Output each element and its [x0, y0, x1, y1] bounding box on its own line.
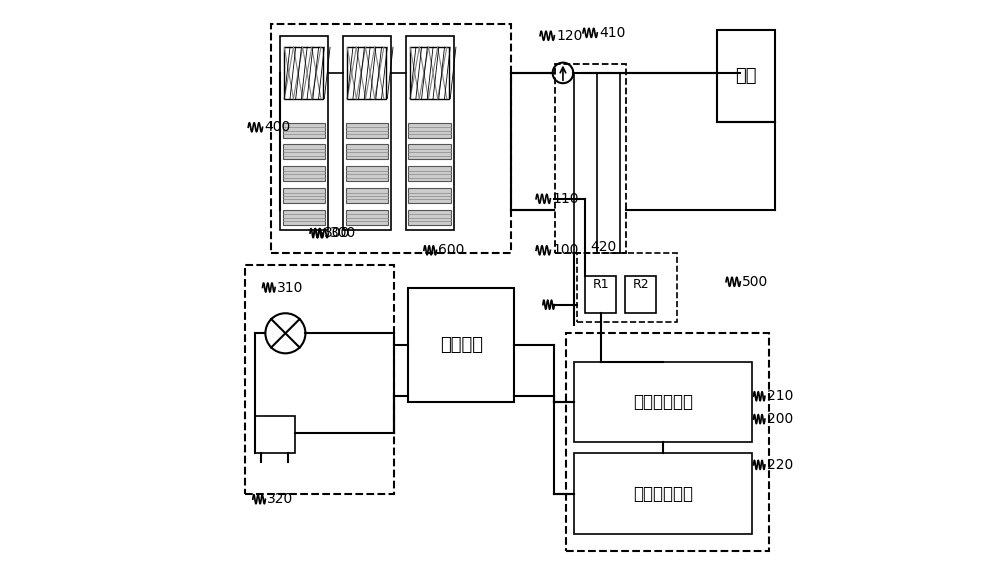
- Bar: [408, 188, 451, 203]
- Bar: [408, 166, 451, 181]
- Text: 310: 310: [277, 281, 303, 294]
- Bar: [555, 64, 626, 253]
- Bar: [408, 122, 451, 137]
- Bar: [255, 416, 295, 454]
- Bar: [271, 24, 511, 253]
- Text: R2: R2: [632, 278, 649, 291]
- Text: 110: 110: [552, 192, 579, 206]
- Bar: [408, 288, 514, 402]
- Bar: [346, 188, 388, 203]
- Bar: [346, 144, 388, 159]
- Bar: [343, 36, 391, 230]
- Bar: [717, 30, 775, 121]
- Bar: [566, 334, 769, 551]
- Bar: [408, 144, 451, 159]
- Bar: [283, 122, 325, 137]
- Bar: [245, 264, 394, 493]
- Bar: [406, 36, 454, 230]
- Text: 400: 400: [264, 120, 290, 135]
- Bar: [283, 188, 325, 203]
- Text: 100: 100: [552, 243, 578, 257]
- Text: 320: 320: [267, 492, 293, 506]
- Text: 300: 300: [324, 226, 351, 240]
- Bar: [284, 47, 323, 99]
- Bar: [408, 210, 451, 225]
- Bar: [410, 47, 449, 99]
- Text: 220: 220: [767, 458, 793, 472]
- Text: 500: 500: [742, 275, 768, 289]
- Text: 210: 210: [767, 389, 793, 403]
- Bar: [346, 210, 388, 225]
- Bar: [283, 144, 325, 159]
- Bar: [574, 454, 752, 534]
- Text: 稳压电源: 稳压电源: [440, 336, 483, 354]
- Bar: [585, 276, 616, 313]
- Bar: [347, 47, 386, 99]
- Bar: [283, 210, 325, 225]
- Text: 300: 300: [330, 226, 356, 240]
- Bar: [280, 36, 328, 230]
- Bar: [625, 276, 656, 313]
- Text: 第二控制芯片: 第二控制芯片: [633, 485, 693, 503]
- Bar: [346, 166, 388, 181]
- Bar: [577, 253, 677, 322]
- Text: 410: 410: [599, 26, 625, 40]
- Bar: [283, 166, 325, 181]
- Text: 120: 120: [556, 29, 582, 43]
- Bar: [574, 362, 752, 442]
- Text: 负载: 负载: [735, 67, 757, 85]
- Text: 第一控制芯片: 第一控制芯片: [633, 393, 693, 411]
- Text: 420: 420: [590, 240, 616, 255]
- Text: 600: 600: [438, 243, 465, 257]
- Bar: [346, 122, 388, 137]
- Text: 200: 200: [767, 412, 793, 426]
- Text: R1: R1: [592, 278, 609, 291]
